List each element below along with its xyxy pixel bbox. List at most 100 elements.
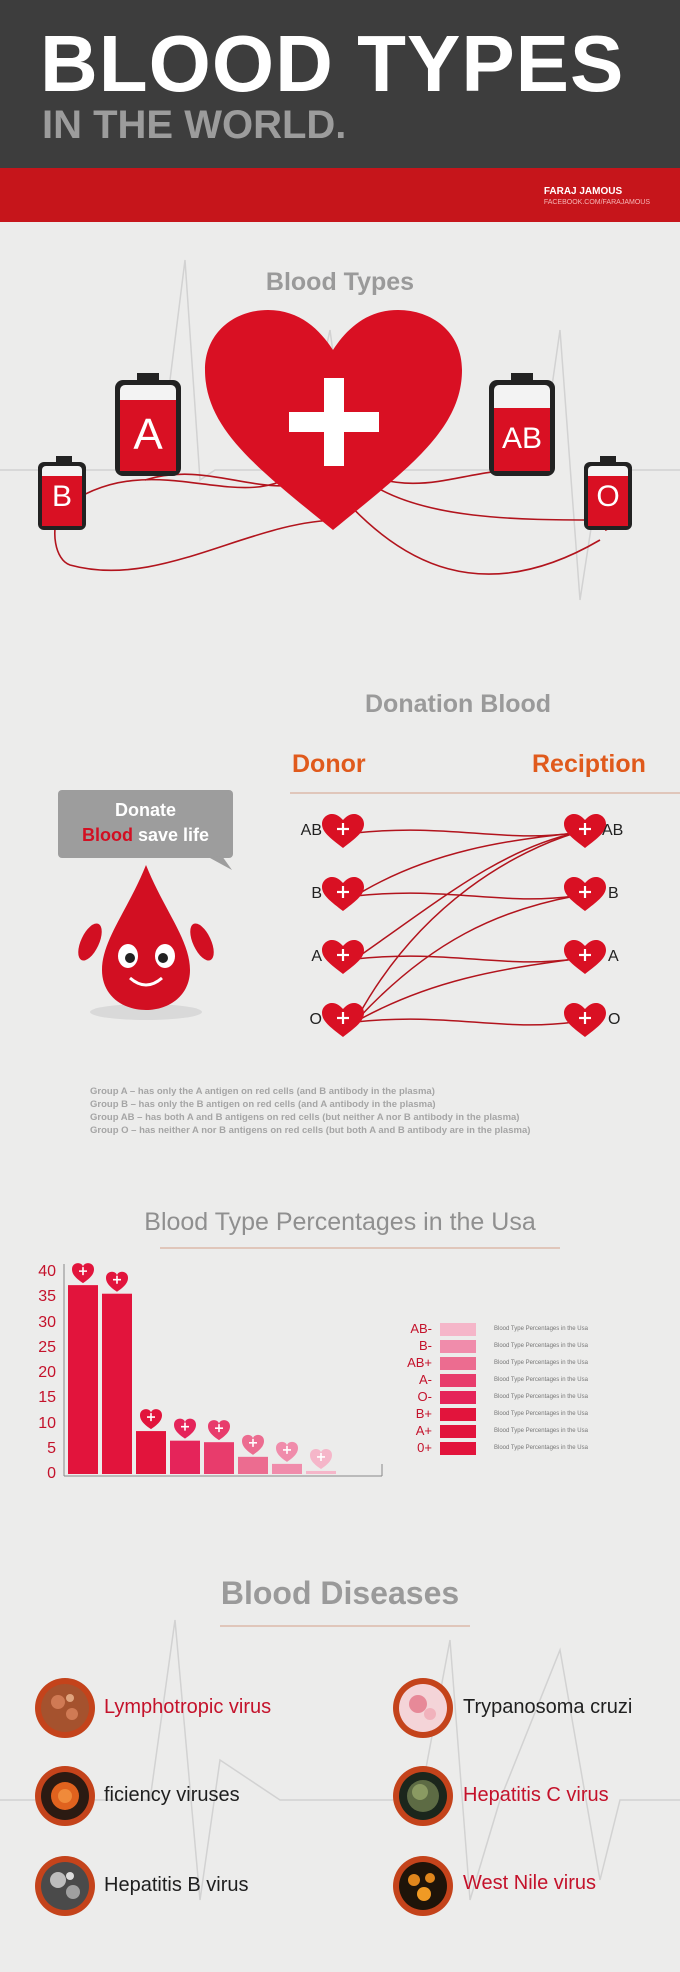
disease-name: Hepatitis B virus	[104, 1874, 249, 1896]
y-tick-label: 40	[38, 1263, 56, 1280]
bar-heart-plus	[283, 1445, 291, 1454]
chart-bar	[306, 1470, 336, 1474]
legend-swatch	[440, 1374, 476, 1387]
donation-heart-plus	[337, 823, 591, 1024]
note-line: Group AB – has both A and B antigens on …	[90, 1112, 520, 1123]
y-tick-label: 25	[38, 1338, 56, 1356]
chart-bar	[170, 1440, 200, 1474]
chart-bar	[136, 1431, 166, 1474]
author-link[interactable]: FACEBOOK.COM/FARAJAMOUS	[543, 199, 650, 206]
bar-heart-plus	[317, 1452, 325, 1461]
y-tick-label: 30	[38, 1313, 56, 1331]
legend-label: B-	[419, 1338, 432, 1353]
legend-label: 0+	[417, 1440, 432, 1455]
chart-bars	[68, 1263, 336, 1474]
donor-ab: AB	[300, 822, 322, 839]
chart-bar	[204, 1442, 234, 1474]
blood-bag-ab	[489, 373, 555, 476]
blood-bag-o	[584, 456, 632, 530]
bubble-red-word: Blood	[81, 825, 133, 845]
y-tick-label: 0	[47, 1465, 56, 1482]
legend-swatch	[440, 1391, 476, 1404]
heartbeat-line-top	[0, 259, 680, 601]
speech-bubble	[58, 790, 233, 858]
legend-label: AB-	[410, 1321, 432, 1336]
disease-icons	[35, 1678, 453, 1916]
legend-swatch	[440, 1323, 476, 1336]
disease-name: ficiency viruses	[104, 1784, 240, 1806]
donor-label: Donor	[292, 750, 366, 778]
chart-bar	[272, 1463, 302, 1474]
donation-connections	[354, 829, 576, 1026]
blood-bag-b	[38, 456, 86, 530]
legend-text: Blood Type Percentages in the Usa	[494, 1428, 588, 1434]
blood-bag-a	[115, 373, 181, 476]
legend-label: O-	[417, 1389, 432, 1404]
legend-swatch	[440, 1357, 476, 1370]
chart-bar	[102, 1293, 132, 1474]
legend-text: Blood Type Percentages in the Usa	[494, 1411, 588, 1417]
recipient-o: O	[608, 1011, 621, 1028]
legend-label: A-	[419, 1372, 432, 1387]
heart-plus-v	[324, 378, 344, 466]
bubble-line1: Donate	[114, 800, 176, 820]
legend-label: B+	[415, 1406, 432, 1421]
blood-drop-mascot	[78, 865, 214, 1020]
bubble-rest: save life	[137, 825, 210, 845]
y-tick-label: 10	[38, 1414, 56, 1432]
chart-bar	[68, 1285, 98, 1474]
virus-icon	[35, 1766, 95, 1826]
heartbeat-line-bottom	[0, 1619, 680, 1901]
y-tick-label: 5	[47, 1439, 56, 1457]
legend-label: AB+	[407, 1355, 432, 1370]
bubble-line2: Blood save life	[58, 825, 233, 846]
author-block: FARAJ JAMOUS FACEBOOK.COM/FARAJAMOUS	[544, 186, 650, 206]
disease-name: Hepatitis C virus	[463, 1784, 609, 1806]
legend-text: Blood Type Percentages in the Usa	[494, 1445, 588, 1451]
bar-heart-plus	[79, 1267, 87, 1276]
chart-title: Blood Type Percentages in the Usa	[144, 1208, 536, 1236]
donor-a: A	[311, 948, 322, 965]
bag-label-b: B	[51, 480, 72, 513]
donor-b: B	[311, 885, 322, 902]
blood-group-notes: Group A – has only the A antigen on red …	[90, 1085, 530, 1137]
bar-heart-plus	[215, 1424, 223, 1433]
note-line: Group A – has only the A antigen on red …	[90, 1086, 435, 1097]
author-name: FARAJ JAMOUS	[543, 186, 623, 197]
legend-swatch	[440, 1408, 476, 1421]
recipient-b: B	[608, 885, 619, 902]
virus-icon	[35, 1678, 95, 1738]
bar-heart-plus	[147, 1413, 155, 1422]
bar-heart-plus	[181, 1422, 189, 1431]
donation-title: Donation Blood	[365, 690, 552, 718]
legend-label: A+	[415, 1423, 432, 1438]
y-tick-label: 35	[38, 1288, 56, 1306]
note-line: Group B – has only the B antigen on red …	[90, 1099, 436, 1110]
header-banner: BLOOD TYPES IN THE WORLD.	[0, 0, 680, 168]
virus-icon	[393, 1766, 453, 1826]
legend-text: Blood Type Percentages in the Usa	[494, 1394, 588, 1400]
cell-icon	[393, 1678, 453, 1738]
blood-types-title: Blood Types	[265, 268, 415, 296]
bag-label-ab: AB	[501, 422, 543, 455]
virus-icon	[35, 1856, 95, 1916]
bag-label-a: A	[133, 410, 163, 459]
bar-heart-plus	[113, 1275, 121, 1284]
disease-name: Trypanosoma cruzi	[463, 1696, 633, 1718]
y-tick-label: 20	[38, 1364, 56, 1381]
disease-name: Lymphotropic virus	[104, 1696, 272, 1718]
bar-heart-plus	[249, 1438, 257, 1447]
legend-swatch	[440, 1340, 476, 1353]
disease-name: West Nile virus	[463, 1872, 596, 1894]
legend-text: Blood Type Percentages in the Usa	[494, 1326, 588, 1332]
legend-swatch	[440, 1442, 476, 1455]
donor-o: O	[309, 1011, 322, 1028]
note-line: Group O – has neither A nor B antigens o…	[90, 1125, 531, 1136]
legend-text: Blood Type Percentages in the Usa	[494, 1377, 588, 1383]
diseases-title: Blood Diseases	[220, 1575, 460, 1611]
virus-icon	[393, 1856, 453, 1916]
chart-bar	[238, 1456, 268, 1474]
chart-legend	[440, 1323, 476, 1455]
y-tick-label: 15	[38, 1389, 56, 1407]
